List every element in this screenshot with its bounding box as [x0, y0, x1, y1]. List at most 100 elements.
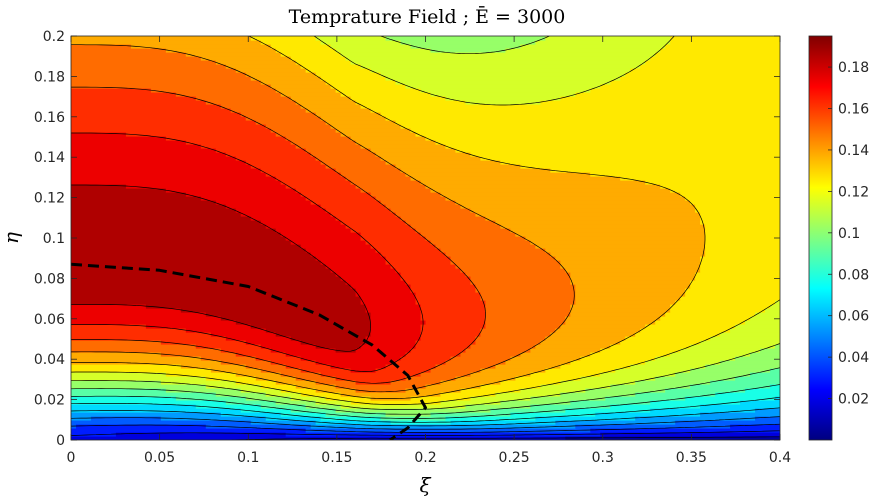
contour-cell — [265, 392, 302, 397]
contour-cell — [340, 392, 442, 397]
contour-cell — [770, 368, 780, 373]
contour-cell — [680, 192, 780, 197]
contour-cell — [570, 280, 691, 285]
contour-cell — [480, 296, 576, 301]
contour-cell — [165, 388, 242, 393]
contour-cell — [320, 204, 387, 209]
contour-cell — [415, 340, 477, 345]
contour-cell — [71, 392, 217, 397]
contour-cell — [75, 424, 207, 429]
contour-cell — [610, 404, 701, 409]
contour-cell — [71, 432, 117, 437]
contour-cell — [71, 140, 187, 145]
contour-cell — [610, 80, 780, 85]
contour-cell — [420, 372, 472, 377]
contour-cell — [475, 212, 701, 217]
contour-cell — [240, 112, 317, 117]
contour-cell — [645, 60, 780, 65]
contour-cell — [750, 352, 780, 357]
contour-cell — [365, 240, 432, 245]
contour-cell — [565, 408, 651, 413]
contour-cell — [600, 348, 681, 353]
contour-cell — [71, 200, 217, 205]
contour-cell — [335, 88, 422, 93]
contour-cell — [205, 384, 262, 389]
contour-cell — [360, 300, 417, 305]
colorbar-tick-label: 0.1 — [838, 226, 860, 242]
contour-cell — [290, 96, 352, 101]
contour-cell — [71, 284, 352, 289]
contour-cell — [220, 348, 272, 353]
contour-cell — [540, 100, 780, 105]
contour-cell — [440, 248, 546, 253]
contour-cell — [405, 280, 472, 285]
contour-cell — [590, 172, 780, 177]
contour-cell — [340, 220, 407, 225]
y-tick-label: 0 — [56, 433, 65, 449]
contour-cell — [700, 404, 780, 409]
contour-cell — [71, 160, 247, 165]
contour-cell — [535, 244, 706, 249]
contour-cell — [435, 244, 536, 249]
contour-cell — [280, 372, 322, 377]
contour-cell — [395, 164, 521, 169]
contour-cell — [475, 340, 541, 345]
contour-cell — [505, 48, 661, 53]
contour-cell — [560, 96, 780, 101]
contour-cell — [545, 368, 616, 373]
contour-cell — [335, 48, 432, 53]
contour-cell — [165, 372, 237, 377]
y-tick-label: 0.2 — [43, 29, 65, 45]
contour-cell — [455, 200, 691, 205]
contour-cell — [445, 416, 536, 421]
contour-cell — [440, 380, 501, 385]
contour-cell — [320, 416, 382, 421]
contour-cell — [705, 248, 780, 253]
contour-cell — [360, 188, 432, 193]
contour-cell — [695, 204, 780, 209]
contour-cell — [395, 212, 477, 217]
contour-cell — [550, 168, 780, 173]
contour-cell — [270, 348, 337, 353]
contour-cell — [71, 164, 252, 169]
contour-cell — [71, 372, 167, 377]
contour-cell — [71, 156, 237, 161]
contour-cell — [510, 228, 706, 233]
contour-cell — [71, 204, 227, 209]
contour-cell — [71, 136, 167, 141]
contour-cell — [545, 336, 626, 341]
contour-cell — [335, 376, 407, 381]
contour-cell — [635, 332, 721, 337]
contour-cell — [570, 276, 696, 281]
contour-cell — [380, 72, 626, 77]
contour-cell — [545, 248, 706, 253]
contour-cell — [420, 324, 487, 329]
contour-cell — [71, 376, 207, 381]
contour-cell — [635, 380, 711, 385]
contour-cell — [550, 252, 706, 257]
contour-cell — [555, 420, 676, 425]
contour-cell — [310, 252, 382, 257]
contour-cell — [775, 300, 780, 305]
contour-cell — [165, 188, 297, 193]
contour-cell — [750, 372, 780, 377]
contour-cell — [71, 44, 132, 49]
contour-cell — [310, 152, 377, 157]
contour-cell — [210, 332, 277, 337]
contour-cell — [71, 412, 222, 417]
contour-cell — [475, 336, 546, 341]
contour-cell — [71, 240, 292, 245]
contour-cell — [555, 256, 701, 261]
contour-cell — [480, 156, 780, 161]
contour-cell — [700, 412, 780, 417]
contour-cell — [340, 172, 407, 177]
contour-cell — [71, 312, 207, 317]
contour-cell — [300, 368, 352, 373]
colorbar-tick-label: 0.04 — [838, 350, 869, 366]
x-tick-label: 0.3 — [592, 450, 614, 466]
contour-cell — [290, 240, 367, 245]
y-tick-label: 0.02 — [34, 393, 65, 409]
contour-cell — [515, 376, 581, 381]
contour-cell — [470, 152, 780, 157]
contour-cell — [480, 328, 556, 333]
